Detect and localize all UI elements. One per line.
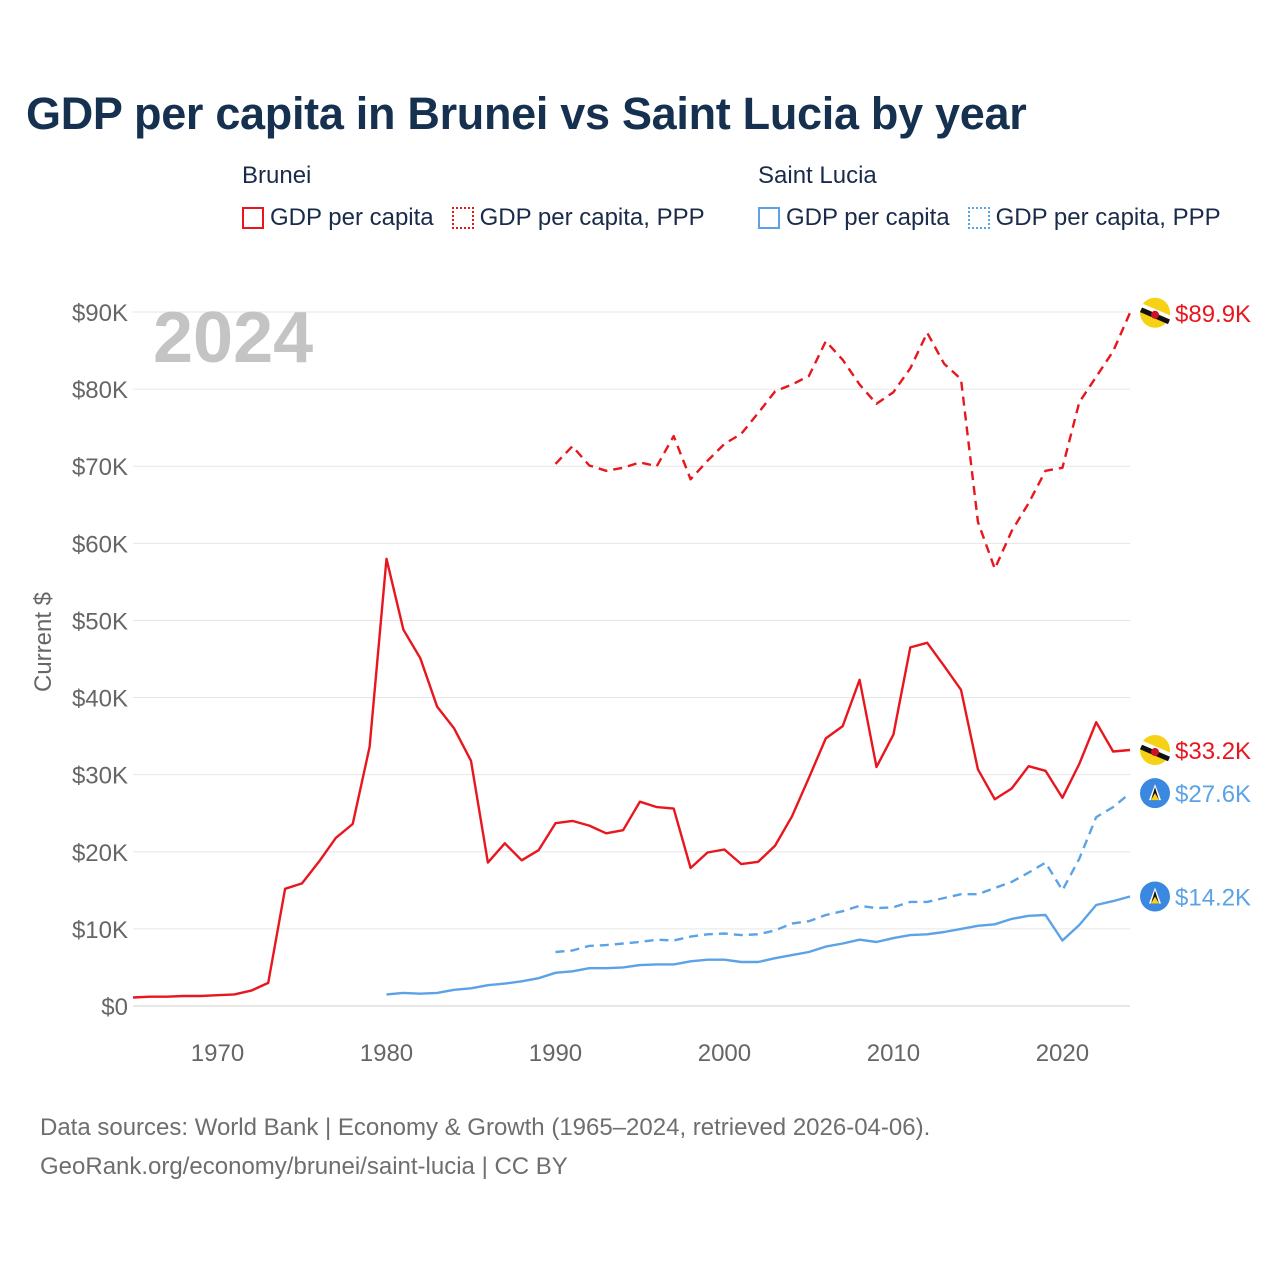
series-end-label: $14.2K [1175,885,1251,912]
x-tick-label: 1980 [360,1040,413,1067]
legend-label: GDP per capita, PPP [479,204,705,231]
series-line-1[interactable] [554,312,1132,570]
legend-label: GDP per capita, PPP [995,204,1221,231]
legend-label: GDP per capita [270,204,434,231]
year-watermark: 2024 [153,298,313,378]
gridlines [133,311,1130,1007]
brunei-flag-icon [1139,734,1171,765]
y-tick-label: $20K [72,840,128,867]
series-lines [132,312,1132,999]
footer-link[interactable]: GeoRank.org/economy/brunei/saint-lucia |… [40,1153,568,1180]
saint-lucia-flag-icon [1140,881,1170,912]
series-line-2[interactable] [386,895,1131,996]
series-end-label: $89.9K [1175,301,1251,328]
y-axis-ticks: $0 $10K $20K $30K $40K $50K $60K $70K $80K $90K [72,300,128,1021]
chart-title: GDP per capita in Brunei vs Saint Lucia … [26,88,1027,139]
x-axis-ticks: 1970 1980 1990 2000 2010 2020 [191,1040,1089,1067]
series-end-label: $33.2K [1175,738,1251,765]
legend-item-saint-lucia-gdp[interactable]: GDP per capita [758,204,950,232]
legend-group-brunei: Brunei GDP per capita GDP per capita, PP… [242,162,705,232]
footer: Data sources: World Bank | Economy & Gro… [40,1108,930,1186]
legend-swatch-solid [242,207,264,229]
y-tick-label: $90K [72,300,128,327]
legend-swatch-dotted [967,207,990,229]
x-tick-label: 2000 [698,1040,751,1067]
footer-sources: Data sources: World Bank | Economy & Gro… [40,1114,931,1141]
y-axis-label: Current $ [30,592,57,692]
legend-label: GDP per capita [786,204,950,231]
series-line-0[interactable] [132,557,1131,999]
y-tick-label: $30K [72,763,128,790]
x-tick-label: 1990 [529,1040,582,1067]
legend-swatch-solid [758,207,780,229]
legend-swatch-dotted [451,207,474,229]
legend-item-saint-lucia-gdp-ppp[interactable]: GDP per capita, PPP [967,204,1221,232]
y-tick-label: $60K [72,531,128,558]
legend-item-brunei-gdp[interactable]: GDP per capita [242,204,434,232]
y-tick-label: $0 [101,994,128,1021]
legend-item-brunei-gdp-ppp[interactable]: GDP per capita, PPP [451,204,705,232]
x-tick-label: 2020 [1036,1040,1089,1067]
y-tick-label: $70K [72,454,128,481]
y-tick-label: $80K [72,377,128,404]
legend-group-saint-lucia: Saint Lucia GDP per capita GDP per capit… [758,162,1221,232]
brunei-flag-icon [1139,297,1171,328]
saint-lucia-flag-icon [1140,778,1170,809]
series-end-markers: $33.2K $89.9K $14.2K $27.6K [1139,297,1251,912]
series-line-3[interactable] [555,792,1131,954]
x-tick-label: 2010 [867,1040,920,1067]
x-tick-label: 1970 [191,1040,244,1067]
y-tick-label: $40K [72,686,128,713]
y-tick-label: $50K [72,608,128,635]
legend-group-name: Brunei [242,162,312,189]
legend-group-name: Saint Lucia [758,162,877,189]
series-end-label: $27.6K [1175,781,1251,808]
y-tick-label: $10K [72,917,128,944]
